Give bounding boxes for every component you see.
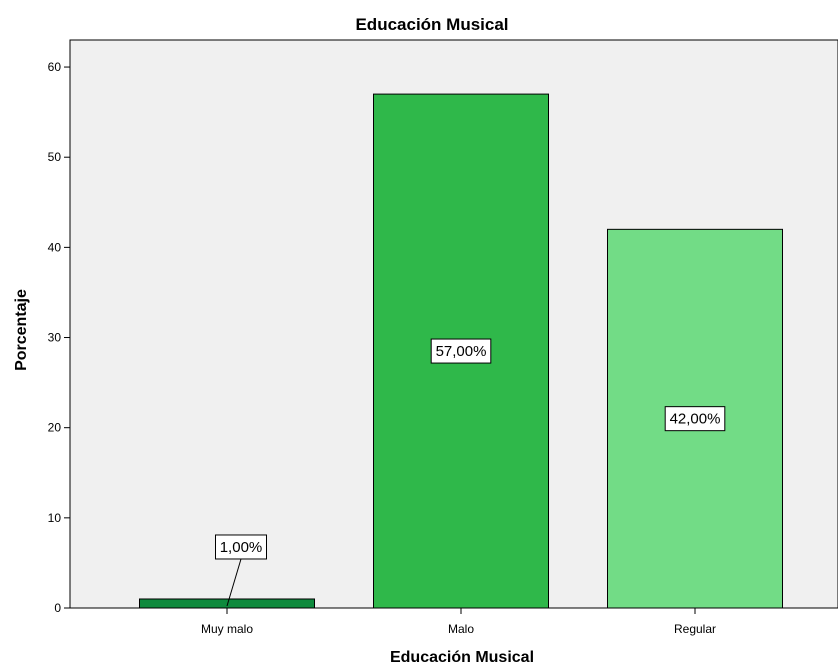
x-axis: Muy malo Malo Regular (201, 608, 716, 636)
data-labels: 1,00% 57,00% 42,00% (215, 338, 726, 607)
data-label-box (215, 534, 267, 560)
y-axis: 0 10 20 30 40 50 60 (48, 60, 70, 615)
data-label-box (664, 406, 726, 432)
y-tick-label: 10 (48, 511, 62, 525)
y-tick-label: 60 (48, 60, 62, 74)
x-axis-title: Educación Musical (390, 649, 534, 666)
bar (139, 598, 315, 609)
data-label: 1,00% (220, 539, 263, 556)
y-tick-label: 50 (48, 150, 62, 164)
y-tick-label: 0 (54, 601, 61, 615)
data-label: 42,00% (670, 411, 721, 428)
data-label-leader (226, 558, 242, 607)
chart-title: Educación Musical (355, 15, 508, 34)
bars (139, 93, 783, 609)
y-tick-label: 40 (48, 240, 62, 254)
y-axis-title: Porcentaje (13, 289, 30, 371)
x-tick-label: Muy malo (201, 622, 253, 636)
y-tick-label: 30 (48, 331, 62, 345)
data-label: 57,00% (436, 343, 487, 360)
data-label-box (430, 338, 492, 364)
x-tick-label: Regular (674, 622, 716, 636)
x-tick-label: Malo (448, 622, 474, 636)
y-tick-label: 20 (48, 421, 62, 435)
